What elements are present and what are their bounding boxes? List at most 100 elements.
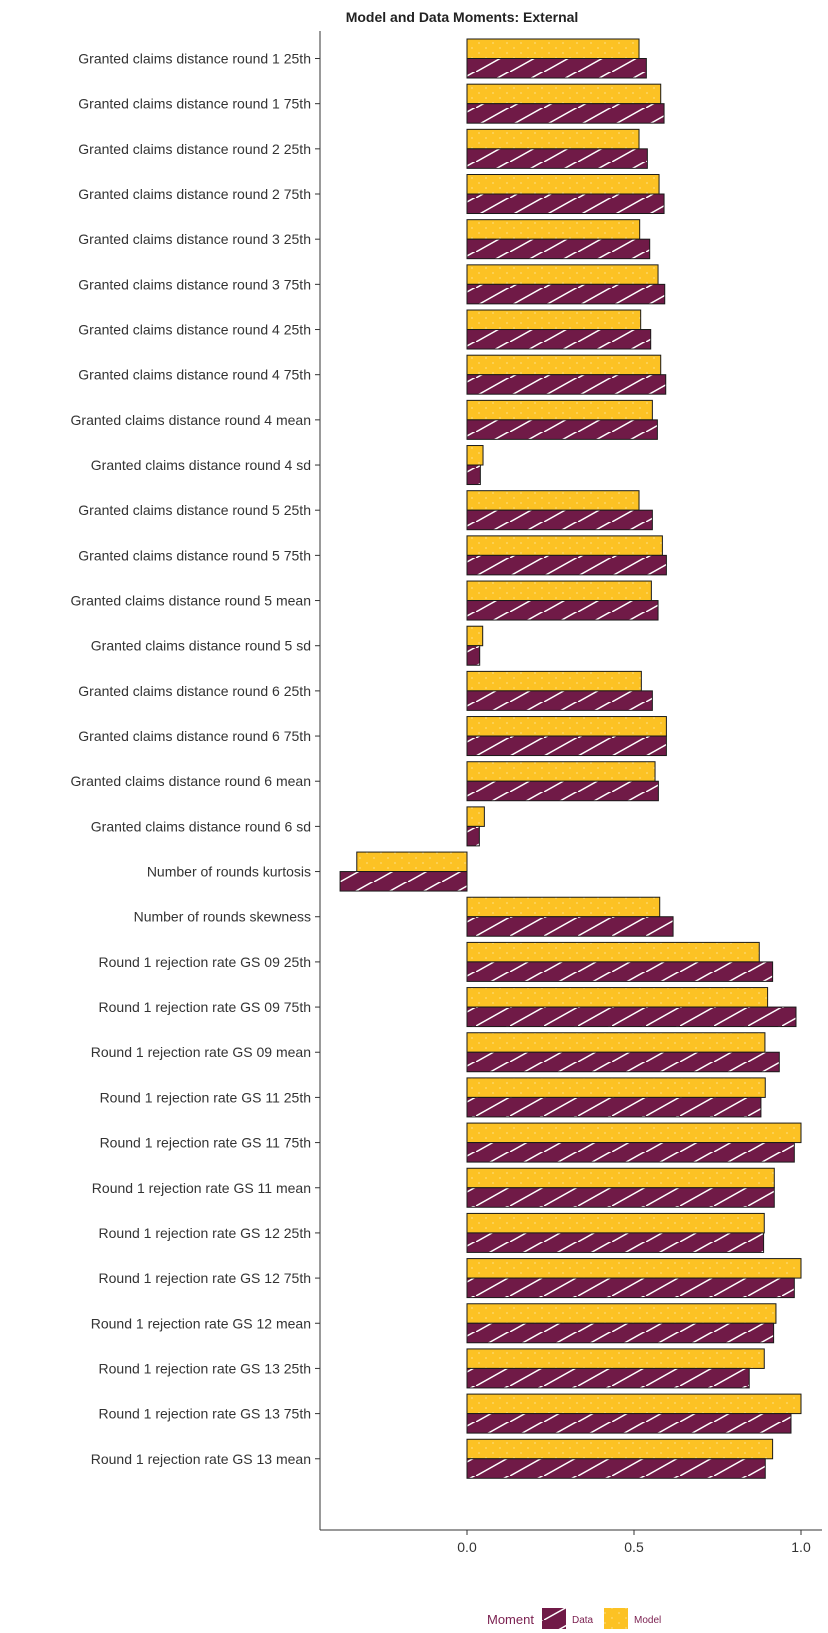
bar-model xyxy=(466,806,485,827)
bar-data xyxy=(466,554,667,576)
bar-data xyxy=(466,1277,795,1299)
bar-model xyxy=(466,309,642,331)
bar-model xyxy=(466,896,661,918)
bar-data xyxy=(466,780,659,802)
bar-model xyxy=(466,128,640,150)
bar-model xyxy=(466,264,659,285)
bar-model xyxy=(466,1032,766,1053)
bar-model xyxy=(466,580,652,602)
x-axis-ticks: 0.0 0.5 1.0 xyxy=(457,1530,811,1555)
bar-model xyxy=(466,1077,766,1098)
x-tick-label: 0.5 xyxy=(624,1539,644,1555)
bar-data xyxy=(466,1051,780,1073)
category-label: Round 1 rejection rate GS 12 25th xyxy=(99,1225,311,1241)
bar-model xyxy=(466,535,663,556)
bar-model xyxy=(466,716,667,737)
x-tick-label: 0.0 xyxy=(457,1539,477,1555)
bar-data xyxy=(466,509,653,531)
category-label: Granted claims distance round 4 75th xyxy=(78,367,311,383)
bar-data xyxy=(466,645,481,666)
category-label: Number of rounds kurtosis xyxy=(147,864,311,880)
category-label: Granted claims distance round 4 25th xyxy=(78,322,311,338)
bar-data xyxy=(466,148,648,169)
bar-model xyxy=(466,1258,802,1279)
bar-model xyxy=(466,38,640,59)
bar-data xyxy=(466,916,674,937)
category-label: Granted claims distance round 3 75th xyxy=(78,276,311,292)
bar-data xyxy=(466,690,653,711)
category-label: Granted claims distance round 6 75th xyxy=(78,728,311,744)
bar-data xyxy=(466,193,665,215)
legend-title: Moment xyxy=(487,1612,534,1627)
bar-data xyxy=(466,464,481,486)
legend-key-model xyxy=(604,1608,628,1629)
bar-model xyxy=(466,219,641,240)
category-labels: Granted claims distance round 1 25th Gran… xyxy=(71,51,320,1467)
category-label: Granted claims distance round 1 75th xyxy=(78,96,311,112)
bar-data xyxy=(466,1413,792,1434)
category-label: Round 1 rejection rate GS 09 75th xyxy=(99,999,311,1015)
bar-model xyxy=(466,83,662,105)
bar-model xyxy=(466,174,660,195)
category-label: Granted claims distance round 4 mean xyxy=(71,412,311,428)
bar-model xyxy=(466,1303,777,1324)
bar-data xyxy=(466,419,658,440)
bar-data xyxy=(466,1096,762,1118)
category-label: Granted claims distance round 2 75th xyxy=(78,186,311,202)
bar-model xyxy=(466,625,484,647)
bar-data xyxy=(466,329,652,350)
bar-data xyxy=(466,1006,797,1028)
bar-model xyxy=(466,987,769,1008)
category-label: Granted claims distance round 5 mean xyxy=(71,593,311,609)
bar-model xyxy=(466,490,640,511)
bar-model xyxy=(466,1348,765,1369)
category-label: Granted claims distance round 4 sd xyxy=(91,457,311,473)
bar-data xyxy=(466,1367,750,1389)
bar-data xyxy=(466,283,666,305)
category-label: Granted claims distance round 3 25th xyxy=(78,231,311,247)
category-label: Number of rounds skewness xyxy=(134,909,311,925)
category-label: Round 1 rejection rate GS 12 75th xyxy=(99,1270,311,1286)
bar-data xyxy=(466,825,480,847)
category-label: Round 1 rejection rate GS 11 mean xyxy=(92,1180,311,1196)
category-label: Granted claims distance round 5 75th xyxy=(78,547,311,563)
bar-model xyxy=(466,941,760,963)
legend-label-data: Data xyxy=(572,1615,594,1626)
bar-data xyxy=(466,1187,775,1208)
bar-data xyxy=(466,1142,795,1163)
bar-model xyxy=(466,1212,765,1234)
bar-model xyxy=(466,761,656,782)
legend-label-model: Model xyxy=(634,1615,661,1626)
bars xyxy=(339,38,802,1479)
category-label: Round 1 rejection rate GS 13 75th xyxy=(99,1406,311,1422)
category-label: Granted claims distance round 1 25th xyxy=(78,51,311,67)
category-label: Round 1 rejection rate GS 09 25th xyxy=(99,954,311,970)
category-label: Round 1 rejection rate GS 13 mean xyxy=(91,1451,311,1467)
bar-data xyxy=(466,374,667,395)
category-label: Round 1 rejection rate GS 09 mean xyxy=(91,1044,311,1060)
bar-data xyxy=(339,871,468,892)
x-tick-label: 1.0 xyxy=(791,1539,811,1555)
bar-data xyxy=(466,238,651,260)
category-label: Round 1 rejection rate GS 12 mean xyxy=(91,1315,311,1331)
bar-data xyxy=(466,1232,765,1253)
bar-model xyxy=(356,851,468,873)
category-label: Granted claims distance round 6 25th xyxy=(78,683,311,699)
bar-model xyxy=(466,670,642,692)
bar-model xyxy=(466,445,484,466)
bar-data xyxy=(466,600,659,621)
bar-model xyxy=(466,1438,774,1460)
category-label: Granted claims distance round 2 25th xyxy=(78,141,311,157)
bar-model xyxy=(466,1393,802,1415)
chart-title: Model and Data Moments: External xyxy=(346,9,579,25)
category-label: Granted claims distance round 5 sd xyxy=(91,638,311,654)
bar-model xyxy=(466,399,653,421)
category-label: Granted claims distance round 6 sd xyxy=(91,818,311,834)
legend-key-data xyxy=(542,1608,566,1629)
bar-model xyxy=(466,1167,775,1189)
bar-model xyxy=(466,354,662,376)
category-label: Round 1 rejection rate GS 11 25th xyxy=(100,1089,311,1105)
bar-data xyxy=(466,58,647,79)
bar-data xyxy=(466,1322,775,1344)
